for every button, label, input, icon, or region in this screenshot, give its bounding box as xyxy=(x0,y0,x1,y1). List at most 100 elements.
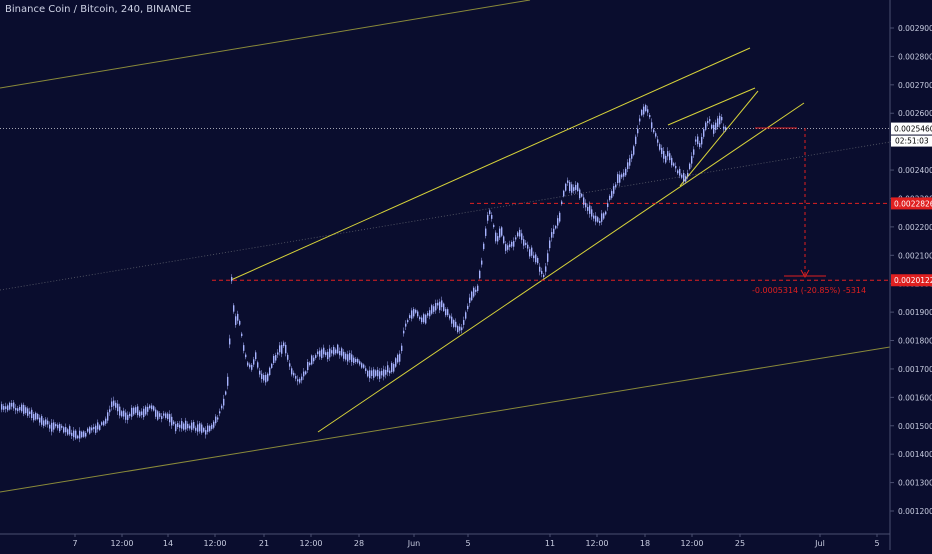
candle-body xyxy=(569,182,571,191)
candle-body xyxy=(33,414,35,421)
candle-body xyxy=(319,350,321,357)
candle-body xyxy=(677,170,679,174)
candle-body xyxy=(65,427,67,433)
candle-body xyxy=(517,232,519,237)
candle-body xyxy=(271,363,273,368)
candle-body xyxy=(431,305,433,314)
candle-body xyxy=(427,313,429,316)
candle-body xyxy=(345,353,347,360)
candle-body xyxy=(355,358,357,363)
candle-body xyxy=(323,347,325,355)
candle-body xyxy=(143,408,145,418)
candle-body xyxy=(585,202,587,208)
yellow-channel-lower[interactable] xyxy=(317,102,805,433)
candle-body xyxy=(85,432,87,437)
candle-body xyxy=(105,418,107,424)
candle-body xyxy=(289,363,291,367)
wedge-lower[interactable] xyxy=(679,90,759,187)
candle-body xyxy=(419,317,421,320)
candle-body xyxy=(341,348,343,356)
candle-body xyxy=(211,424,213,429)
candle-body xyxy=(301,376,303,381)
candle-body xyxy=(641,109,643,116)
candle-body xyxy=(325,352,327,356)
candle-body xyxy=(369,370,371,379)
candle-body xyxy=(91,427,93,431)
candle-body xyxy=(165,413,167,418)
candle-body xyxy=(387,365,389,373)
candle-body xyxy=(501,227,503,236)
candle-body xyxy=(171,416,173,426)
candle-body xyxy=(81,431,83,438)
candle-body xyxy=(127,414,129,420)
candle-body xyxy=(543,274,545,277)
candle-body xyxy=(561,201,563,205)
candle-body xyxy=(1,404,3,410)
candle-body xyxy=(673,163,675,166)
candle-body xyxy=(205,430,207,435)
candle-body xyxy=(379,371,381,379)
candle-body xyxy=(487,214,489,221)
candle-body xyxy=(377,369,379,377)
candle-body xyxy=(265,374,267,383)
candle-body xyxy=(451,316,453,324)
olive-channel-upper[interactable] xyxy=(0,0,531,89)
measure-label: -0.0005314 (-20.85%) -5314 xyxy=(752,286,866,295)
candle-body xyxy=(625,168,627,176)
candle-body xyxy=(333,346,335,355)
candle-body xyxy=(483,243,485,250)
y-tick-label: 0.0029000 xyxy=(898,24,932,33)
x-tick-label: 25 xyxy=(735,539,745,548)
candle-body xyxy=(141,411,143,416)
candle-body xyxy=(5,406,7,409)
candle-body xyxy=(509,244,511,248)
candle-body xyxy=(249,364,251,368)
candle-body xyxy=(547,253,549,262)
candle-body xyxy=(109,409,111,413)
candle-body xyxy=(269,367,271,376)
candle-body xyxy=(51,422,53,432)
candle-body xyxy=(233,305,235,312)
yellow-channel-upper[interactable] xyxy=(230,47,751,281)
candle-body xyxy=(423,314,425,323)
candle-body xyxy=(599,220,601,224)
dotted-trendline[interactable] xyxy=(0,141,891,291)
candle-body xyxy=(183,423,185,430)
candle-body xyxy=(129,413,131,417)
candle-body xyxy=(689,163,691,170)
candle-body xyxy=(89,427,91,434)
candle-body xyxy=(173,421,175,425)
candle-body xyxy=(221,405,223,409)
candle-body xyxy=(299,378,301,383)
candle-body xyxy=(645,105,647,112)
candle-body xyxy=(195,427,197,431)
candle-body xyxy=(137,406,139,416)
candle-body xyxy=(717,118,719,127)
candle-body xyxy=(7,405,9,411)
x-tick-label: 14 xyxy=(163,539,173,548)
candle-body xyxy=(635,136,637,145)
candle-body xyxy=(155,409,157,417)
candle-body xyxy=(479,270,481,279)
wedge-upper[interactable] xyxy=(667,87,756,126)
candle-body xyxy=(99,425,101,430)
candle-body xyxy=(615,184,617,188)
candle-body xyxy=(429,310,431,317)
candle-body xyxy=(207,425,209,432)
olive-channel-lower[interactable] xyxy=(0,346,891,493)
candle-body xyxy=(225,391,227,395)
candle-body xyxy=(113,400,115,406)
candle-body xyxy=(409,315,411,318)
candle-body xyxy=(79,430,81,439)
candle-body xyxy=(681,174,683,178)
candle-body xyxy=(445,309,447,316)
candle-body xyxy=(639,118,641,122)
candle-body xyxy=(533,255,535,259)
